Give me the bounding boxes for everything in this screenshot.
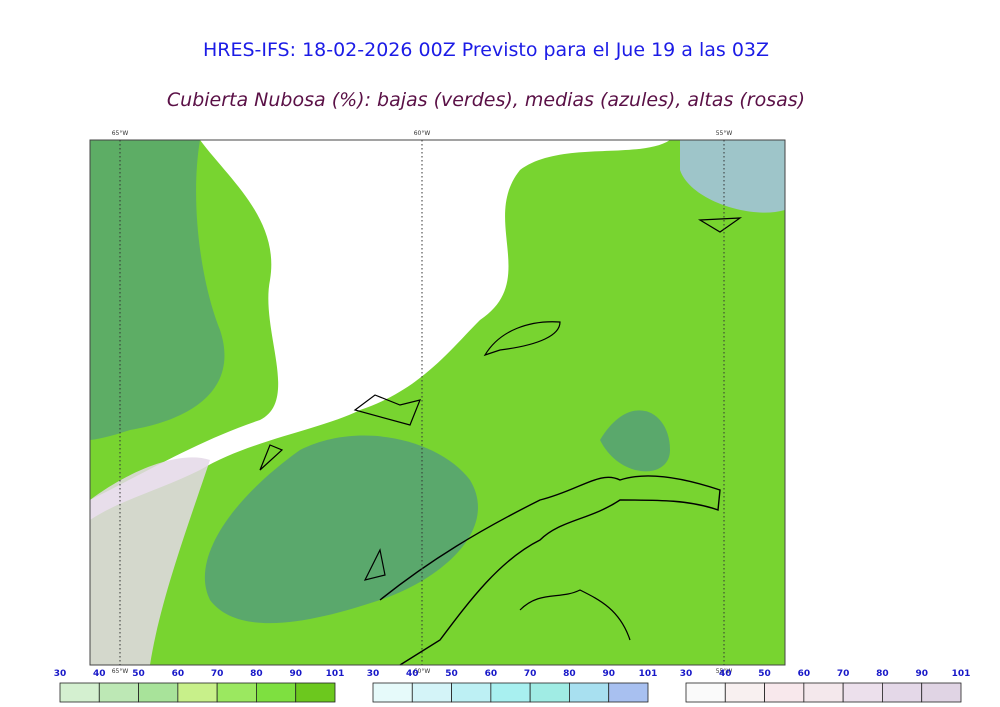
- colorbar-swatch: [216, 682, 257, 703]
- colorbar-tick-label: 80: [563, 669, 576, 679]
- colorbar-tick-label: 80: [876, 669, 889, 679]
- mid-cloud: [680, 140, 785, 213]
- colorbar-tick-label: 60: [485, 669, 498, 679]
- colorbar-tick-label: 30: [680, 669, 693, 679]
- colorbar-swatch: [569, 682, 610, 703]
- map: [89, 139, 786, 666]
- colorbar-swatch: [372, 682, 413, 703]
- colorbar-swatch: [724, 682, 765, 703]
- coastline: [379, 475, 721, 666]
- longitude-label: 65°W: [112, 130, 129, 137]
- colorbar-tick-label: 70: [524, 669, 537, 679]
- colorbar-tick-label: 90: [602, 669, 615, 679]
- colorbar-tick-label: 50: [132, 669, 145, 679]
- low-cloud-dense: [600, 410, 670, 472]
- colorbar-tick-label: 101: [326, 669, 345, 679]
- colorbar-swatch: [608, 682, 649, 703]
- colorbar-swatch: [529, 682, 570, 703]
- colorbar-swatch: [177, 682, 218, 703]
- colorbar-swatch: [685, 682, 726, 703]
- colorbar-tick-label: 30: [54, 669, 67, 679]
- colorbar-swatch: [764, 682, 805, 703]
- colorbar-swatch: [882, 682, 923, 703]
- longitude-label: 60°W: [414, 668, 431, 675]
- colorbar-tick-label: 40: [719, 669, 732, 679]
- longitude-label: 60°W: [414, 130, 431, 137]
- colorbar-tick-label: 70: [211, 669, 224, 679]
- longitude-label: 65°W: [112, 668, 129, 675]
- colorbar-tick-label: 30: [367, 669, 380, 679]
- colorbar-swatch: [256, 682, 297, 703]
- title: HRES-IFS: 18-02-2026 00Z Previsto para e…: [203, 39, 769, 61]
- colorbar-swatch: [295, 682, 336, 703]
- colorbar-swatch: [138, 682, 179, 703]
- low-cloud-dense: [90, 140, 225, 440]
- low-cloud-dense: [204, 435, 478, 624]
- map-frame: [89, 139, 786, 666]
- colorbar-tick-label: 90: [289, 669, 302, 679]
- colorbar-tick-label: 101: [639, 669, 658, 679]
- colorbar-swatch: [842, 682, 883, 703]
- colorbar-swatch: [98, 682, 139, 703]
- colorbar-tick-label: 90: [915, 669, 928, 679]
- colorbar-tick-label: 60: [172, 669, 185, 679]
- colorbar-tick-label: 60: [798, 669, 811, 679]
- colorbar-tick-label: 80: [250, 669, 263, 679]
- longitude-label: 55°W: [716, 668, 733, 675]
- clear-sky: [90, 140, 670, 520]
- colorbar-tick-label: 40: [93, 669, 106, 679]
- colorbar-swatch: [921, 682, 962, 703]
- colorbar-tick-label: 70: [837, 669, 850, 679]
- colorbar-tick-label: 40: [406, 669, 419, 679]
- colorbar-tick-label: 50: [445, 669, 458, 679]
- colorbar-swatch: [59, 682, 100, 703]
- coastline: [259, 217, 743, 641]
- colorbar-swatch: [803, 682, 844, 703]
- colorbar-swatch: [451, 682, 492, 703]
- colorbar-tick-label: 101: [952, 669, 971, 679]
- colorbar-swatch: [490, 682, 531, 703]
- colorbar-tick-label: 50: [758, 669, 771, 679]
- subtitle: Cubierta Nubosa (%): bajas (verdes), med…: [167, 89, 805, 111]
- colorbar-swatch: [411, 682, 452, 703]
- longitude-label: 55°W: [716, 130, 733, 137]
